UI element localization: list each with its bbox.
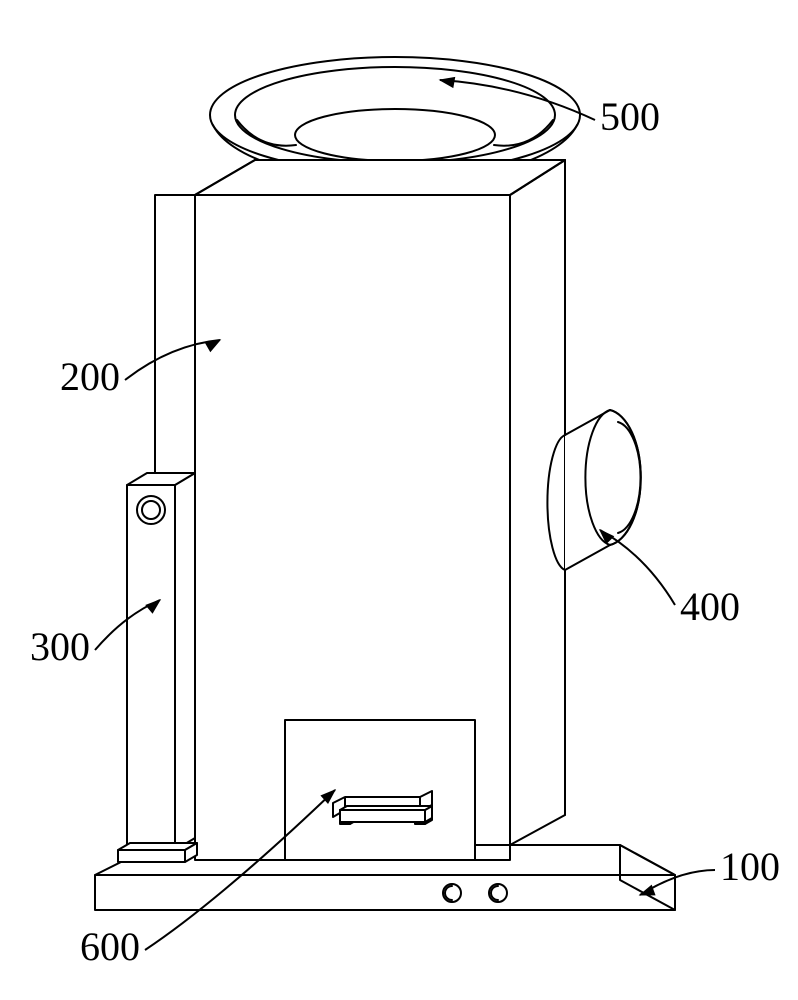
base-hole-right-inner: [491, 886, 498, 900]
base-hole-left-inner: [445, 886, 452, 900]
base-right: [620, 845, 675, 910]
label-600: 600: [80, 924, 140, 969]
bowl-outer-rim: [210, 57, 580, 173]
body-top-overlay: [195, 160, 565, 195]
body-right: [510, 160, 565, 845]
label-200: 200: [60, 354, 120, 399]
door-panel: [285, 720, 475, 860]
pillar-flange-front: [118, 850, 185, 862]
label-500: 500: [600, 94, 660, 139]
pillar-front: [127, 485, 175, 850]
label-300: 300: [30, 624, 90, 669]
label-400: 400: [680, 584, 740, 629]
label-100: 100: [720, 844, 780, 889]
pillar-right: [175, 473, 195, 850]
patent-figure: 100 200 300 400 500 600: [0, 0, 798, 1000]
base-front: [95, 875, 675, 910]
cylinder-body: [565, 410, 641, 570]
